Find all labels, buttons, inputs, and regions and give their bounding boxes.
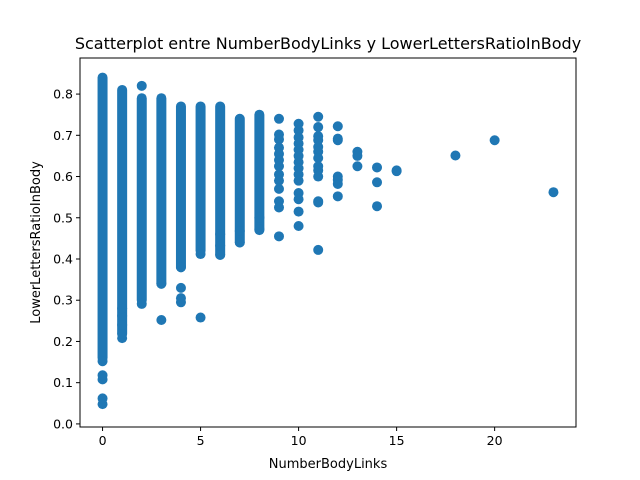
data-point bbox=[273, 231, 284, 242]
points-layer bbox=[97, 72, 559, 410]
data-point bbox=[313, 122, 324, 133]
data-point bbox=[293, 194, 304, 205]
point-cluster-x4 bbox=[175, 101, 186, 273]
plot-frame bbox=[79, 57, 577, 428]
y-axis: 0.0 0.1 0.2 0.3 0.4 0.5 0.6 0.7 0.8 bbox=[53, 87, 80, 431]
data-point bbox=[195, 312, 206, 323]
data-point bbox=[313, 171, 324, 182]
y-tick-label: 0.6 bbox=[53, 169, 73, 184]
x-axis-label: NumberBodyLinks bbox=[269, 457, 388, 472]
y-tick-label: 0.7 bbox=[53, 128, 73, 143]
point-cluster-x5 bbox=[195, 101, 206, 256]
data-point bbox=[215, 240, 226, 251]
data-point bbox=[215, 229, 226, 240]
point-cluster-x7 bbox=[234, 113, 245, 248]
y-tick-label: 0.5 bbox=[53, 210, 73, 225]
y-tick-label: 0.4 bbox=[53, 251, 73, 266]
data-point bbox=[450, 150, 461, 161]
data-point bbox=[273, 202, 284, 213]
y-tick-label: 0.3 bbox=[53, 293, 73, 308]
data-point bbox=[548, 187, 559, 198]
data-point bbox=[332, 135, 343, 146]
data-point bbox=[136, 80, 147, 91]
data-point bbox=[352, 150, 363, 161]
data-point bbox=[195, 249, 206, 260]
data-point bbox=[372, 201, 383, 212]
data-point bbox=[273, 175, 284, 186]
data-point bbox=[489, 135, 500, 146]
x-tick-label: 10 bbox=[291, 433, 307, 448]
data-point bbox=[273, 161, 284, 172]
data-point bbox=[332, 121, 343, 132]
x-tick-label: 15 bbox=[389, 433, 405, 448]
data-point bbox=[234, 237, 245, 248]
data-point bbox=[117, 303, 128, 314]
x-tick-label: 5 bbox=[197, 433, 205, 448]
data-point bbox=[293, 221, 304, 232]
data-point bbox=[293, 206, 304, 217]
y-tick-label: 0.1 bbox=[53, 375, 73, 390]
data-point bbox=[313, 244, 324, 255]
x-tick-label: 0 bbox=[99, 433, 107, 448]
chart-title: Scatterplot entre NumberBodyLinks y Lowe… bbox=[75, 34, 581, 53]
point-cluster-x3 bbox=[156, 93, 167, 289]
y-tick-label: 0.2 bbox=[53, 334, 73, 349]
y-tick-label: 0.8 bbox=[53, 87, 73, 102]
point-cluster-x8 bbox=[254, 109, 265, 236]
data-point bbox=[136, 298, 147, 309]
data-point bbox=[372, 177, 383, 188]
data-point bbox=[332, 191, 343, 202]
data-point bbox=[372, 162, 383, 173]
data-point bbox=[156, 278, 167, 289]
data-point bbox=[332, 178, 343, 189]
data-point bbox=[273, 134, 284, 145]
data-point bbox=[97, 356, 108, 367]
data-point bbox=[313, 152, 324, 163]
data-point bbox=[293, 125, 304, 136]
data-point bbox=[175, 293, 186, 304]
data-point bbox=[293, 175, 304, 186]
data-point bbox=[97, 370, 108, 381]
data-point bbox=[254, 224, 265, 235]
data-point bbox=[254, 212, 265, 223]
data-point bbox=[273, 113, 284, 124]
data-point bbox=[352, 161, 363, 172]
data-point bbox=[175, 282, 186, 293]
data-point bbox=[273, 183, 284, 194]
data-point bbox=[313, 111, 324, 122]
data-point bbox=[97, 393, 108, 404]
point-cluster-x1 bbox=[117, 84, 128, 339]
point-cluster-x6 bbox=[215, 101, 226, 260]
data-point bbox=[117, 310, 128, 321]
data-point bbox=[117, 329, 128, 340]
data-point bbox=[156, 315, 167, 326]
data-point bbox=[313, 197, 324, 208]
data-point bbox=[215, 249, 226, 260]
data-point bbox=[234, 225, 245, 236]
point-cluster-x2 bbox=[136, 93, 147, 306]
x-tick-label: 20 bbox=[487, 433, 503, 448]
data-point bbox=[175, 262, 186, 273]
y-axis-label: LowerLettersRatioInBody bbox=[29, 161, 44, 324]
data-point bbox=[391, 166, 402, 177]
data-point bbox=[117, 319, 128, 330]
point-cluster-x0 bbox=[97, 72, 108, 363]
y-tick-label: 0.0 bbox=[53, 416, 73, 431]
x-axis: 0 5 10 15 20 bbox=[99, 427, 503, 448]
